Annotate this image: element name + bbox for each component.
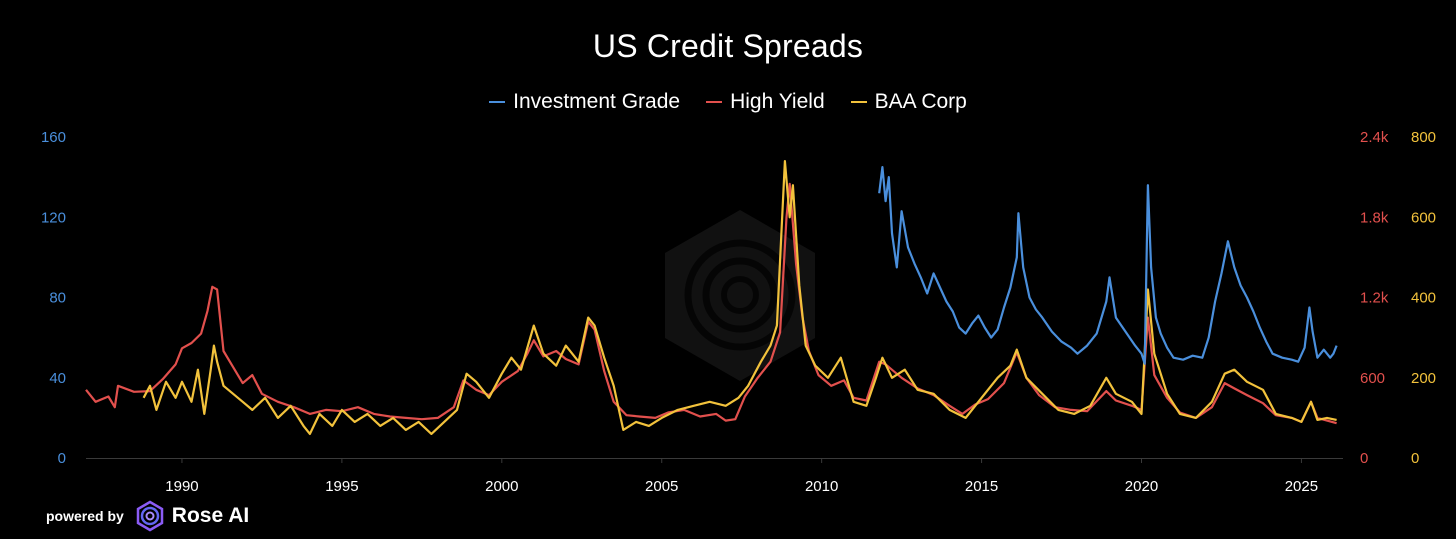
legend-item-investment-grade[interactable]: Investment Grade	[489, 90, 680, 114]
legend-label: High Yield	[730, 90, 825, 113]
chart-legend: Investment Grade High Yield BAA Corp	[0, 90, 1456, 114]
powered-by-label: powered by	[46, 508, 124, 524]
legend-swatch	[489, 101, 506, 103]
right-axis-tick-baa: 600	[1411, 209, 1436, 226]
x-axis-tick: 2000	[485, 478, 518, 495]
left-axis-tick: 40	[49, 370, 66, 387]
right-axis-tick-baa: 800	[1411, 129, 1436, 146]
right-axis-tick-high-yield: 600	[1360, 370, 1385, 387]
x-axis-tick: 2015	[965, 478, 998, 495]
footer-branding: powered by Rose AI	[46, 500, 249, 532]
legend-swatch	[850, 101, 867, 103]
x-axis-tick: 1990	[165, 478, 198, 495]
rose-ai-logo-icon[interactable]	[134, 500, 166, 532]
right-axis-tick-high-yield: 2.4k	[1360, 129, 1389, 146]
x-axis-tick: 1995	[325, 478, 358, 495]
series-line-baa-corp[interactable]	[142, 160, 1337, 435]
right-axis-tick-high-yield: 1.8k	[1360, 209, 1389, 226]
legend-label: Investment Grade	[513, 90, 681, 113]
x-axis-tick: 2005	[645, 478, 678, 495]
x-axis-tick: 2010	[805, 478, 838, 495]
legend-label: BAA Corp	[874, 90, 967, 113]
legend-swatch	[706, 101, 723, 103]
series-line-investment-grade[interactable]	[878, 166, 1338, 365]
left-axis-tick: 160	[41, 129, 66, 146]
legend-item-baa-corp[interactable]: BAA Corp	[850, 90, 967, 114]
left-axis-tick: 80	[49, 290, 66, 307]
right-axis-tick-baa: 0	[1411, 450, 1419, 467]
right-axis-tick-baa: 400	[1411, 290, 1436, 307]
brand-name: Rose AI	[171, 504, 250, 527]
chart-title: US Credit Spreads	[592, 28, 864, 64]
right-axis-tick-baa: 200	[1411, 370, 1436, 387]
x-axis-tick: 2020	[1125, 478, 1158, 495]
watermark-logo	[665, 210, 815, 381]
left-axis-tick: 120	[41, 209, 66, 226]
left-axis-tick: 0	[58, 450, 66, 467]
legend-item-high-yield[interactable]: High Yield	[706, 90, 825, 114]
x-axis-tick: 2025	[1285, 478, 1318, 495]
right-axis-tick-high-yield: 0	[1360, 450, 1368, 467]
right-axis-tick-high-yield: 1.2k	[1360, 290, 1389, 307]
